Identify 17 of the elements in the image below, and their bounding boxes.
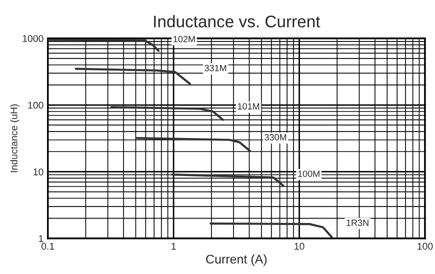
text: 101M xyxy=(238,103,260,110)
series-label: 330M xyxy=(264,134,286,140)
series-label: 102M xyxy=(174,36,195,42)
y-tick-label: 10 xyxy=(34,168,44,176)
y-tick-label: 100 xyxy=(28,102,44,109)
x-tick-label: 1 xyxy=(172,242,176,250)
x-tick-label: 0.1 xyxy=(41,242,54,250)
series-label: 100M xyxy=(298,170,320,177)
y-tick-label: 1 xyxy=(39,235,44,242)
chart-title: Inductance vs. Current xyxy=(154,15,320,28)
y-tick-label: 1000 xyxy=(22,35,44,42)
text: 331M xyxy=(204,64,226,72)
x-tick-label: 100 xyxy=(418,242,433,250)
x-axis-title: Current (A) xyxy=(206,254,267,266)
y-axis-title: Inductance (uH) xyxy=(10,104,20,172)
x-tick-label: 10 xyxy=(294,242,304,250)
text: 1R3N xyxy=(346,220,368,226)
